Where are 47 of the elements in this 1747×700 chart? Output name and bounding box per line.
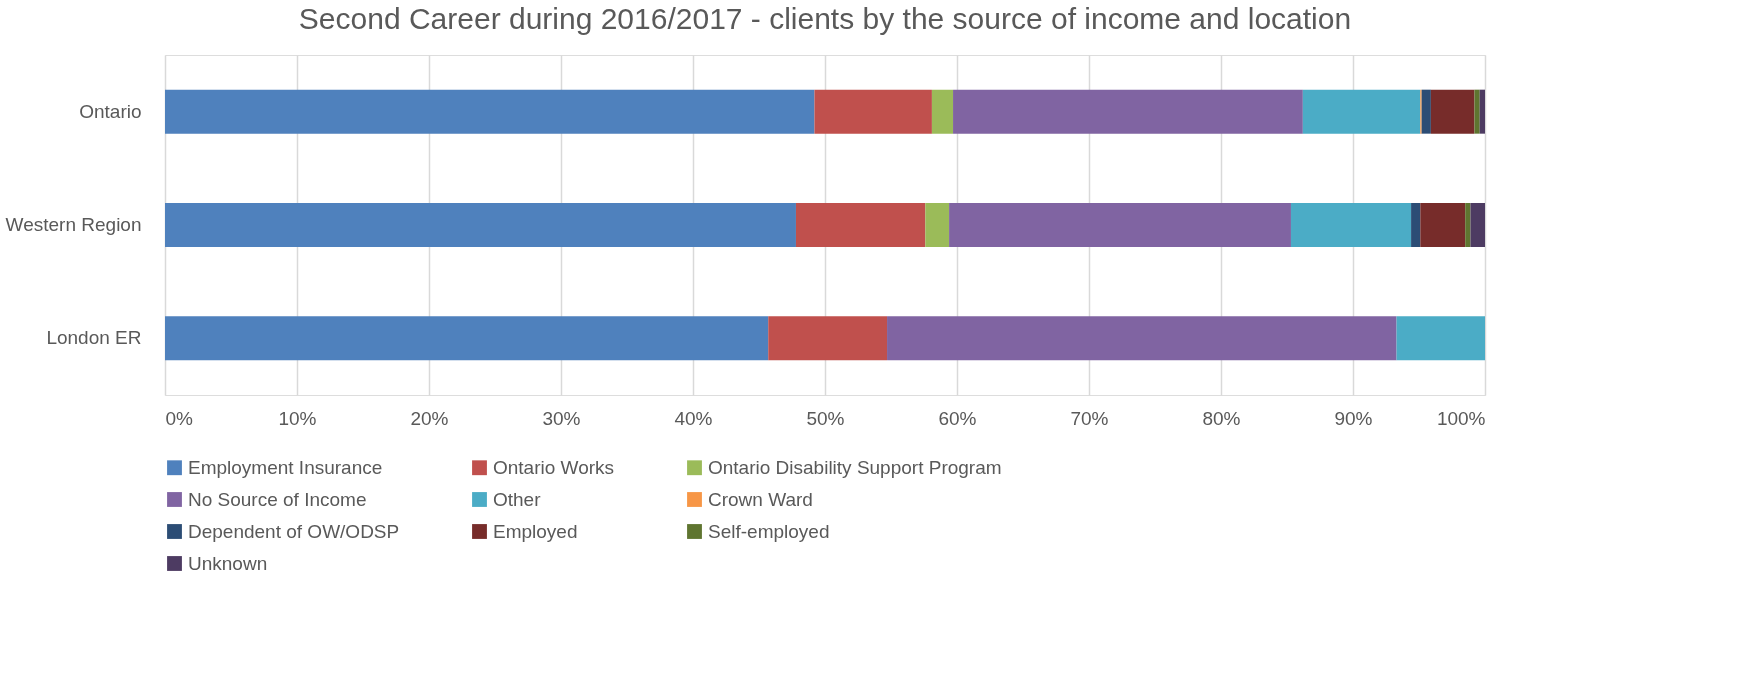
y-tick-label: London ER xyxy=(46,327,142,349)
bar xyxy=(1411,203,1421,247)
bar xyxy=(165,89,815,134)
x-tick-label: 0% xyxy=(165,407,194,429)
x-tick-label: 80% xyxy=(1202,407,1241,429)
bar xyxy=(1421,89,1431,134)
legend-label: Self-employed xyxy=(708,520,830,542)
bar xyxy=(1470,203,1485,247)
bar xyxy=(1465,203,1471,247)
bar xyxy=(1430,89,1475,134)
legend-label: Employment Insurance xyxy=(188,456,383,478)
x-tick-label: 10% xyxy=(278,407,317,429)
legend-label: Ontario Disability Support Program xyxy=(708,456,1002,478)
bar xyxy=(1479,89,1485,134)
x-tick-label: 20% xyxy=(410,407,449,429)
bar xyxy=(1420,203,1466,247)
bar xyxy=(953,89,1303,134)
legend-label: No Source of Income xyxy=(188,488,367,510)
x-tick-label: 60% xyxy=(938,407,977,429)
legend-label: Dependent of OW/ODSP xyxy=(188,520,400,542)
bar xyxy=(1396,316,1485,361)
legend-label: Employed xyxy=(493,520,578,542)
x-tick-label: 100% xyxy=(1436,407,1486,429)
bar xyxy=(795,203,926,247)
chart-title: Second Career during 2016/2017 - clients by the source of income and location xyxy=(298,2,1352,35)
bar xyxy=(1290,203,1412,247)
bar xyxy=(165,203,796,247)
legend-label: Crown Ward xyxy=(708,488,813,510)
y-tick-label: Western Region xyxy=(5,214,142,235)
x-tick-label: 70% xyxy=(1070,407,1109,429)
legend-label: Other xyxy=(493,488,542,510)
legend-label: Unknown xyxy=(188,552,268,574)
bar xyxy=(1302,89,1421,134)
x-tick-label: 50% xyxy=(806,407,845,429)
y-tick-label: Ontario xyxy=(79,100,142,122)
bar xyxy=(887,316,1397,361)
bar xyxy=(165,316,769,361)
bar xyxy=(768,316,888,361)
bar xyxy=(931,89,954,134)
bar xyxy=(925,203,950,247)
x-tick-label: 90% xyxy=(1334,407,1373,429)
bar xyxy=(949,203,1291,247)
legend-label: Ontario Works xyxy=(493,456,615,478)
bar xyxy=(814,89,932,134)
x-tick-label: 40% xyxy=(674,407,713,429)
bar xyxy=(1474,89,1480,134)
x-tick-label: 30% xyxy=(542,407,581,429)
